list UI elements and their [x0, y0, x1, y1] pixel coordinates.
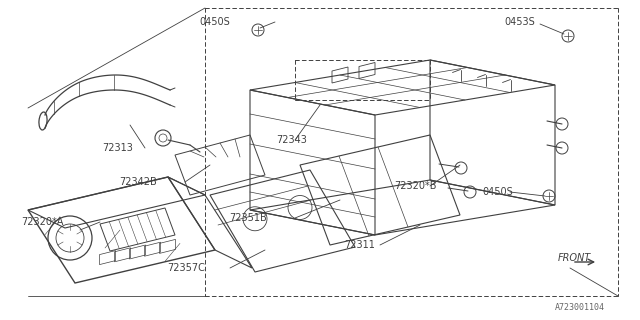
Text: 0450S: 0450S: [483, 187, 513, 197]
Text: 72343: 72343: [276, 135, 307, 145]
Text: 72342B: 72342B: [119, 177, 157, 187]
Text: 72357C: 72357C: [167, 263, 205, 273]
Text: 0450S: 0450S: [200, 17, 230, 27]
Text: 72311: 72311: [344, 240, 376, 250]
Text: 72320*A: 72320*A: [21, 217, 63, 227]
Text: 72351B: 72351B: [229, 213, 267, 223]
Text: 72320*B: 72320*B: [394, 181, 436, 191]
Text: 0453S: 0453S: [504, 17, 536, 27]
Text: 72313: 72313: [102, 143, 133, 153]
Text: A723001104: A723001104: [555, 303, 605, 313]
Text: FRONT: FRONT: [558, 253, 591, 263]
